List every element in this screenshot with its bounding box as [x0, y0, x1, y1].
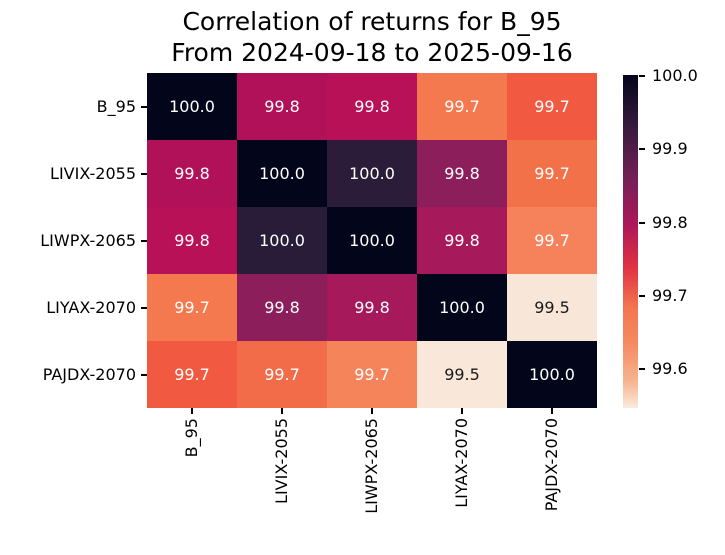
- heatmap-cell: 99.8: [417, 140, 507, 207]
- heatmap-cell: 99.7: [417, 73, 507, 140]
- heatmap-cell: 99.7: [147, 341, 237, 408]
- x-axis-label: PAJDX-2070: [542, 418, 561, 512]
- heatmap-cell: 100.0: [237, 207, 327, 274]
- x-axis-label: B_95: [182, 418, 201, 458]
- heatmap-cell: 100.0: [417, 274, 507, 341]
- y-axis-label: LIYAX-2070: [46, 297, 136, 317]
- y-axis-label: LIVIX-2055: [50, 163, 136, 183]
- colorbar-tick-mark: [639, 368, 645, 370]
- heatmap-cell: 99.7: [507, 73, 597, 140]
- colorbar-tick-mark: [639, 294, 645, 297]
- heatmap-cell: 99.7: [507, 207, 597, 274]
- colorbar-tick-mark: [639, 148, 645, 151]
- colorbar: [623, 75, 638, 408]
- x-axis-label: LIWPX-2065: [362, 418, 381, 514]
- x-tick-mark: [191, 408, 193, 414]
- colorbar-tick-label: 100.0: [652, 66, 698, 85]
- x-tick-mark: [461, 408, 463, 414]
- x-tick-mark: [371, 408, 373, 414]
- colorbar-tick-label: 99.9: [652, 139, 688, 159]
- heatmap-cell: 99.8: [327, 73, 417, 140]
- heatmap-grid: 100.0 99.8 99.8 99.7 99.7 99.8 100.0 100.0 99.8 9…: [147, 73, 597, 408]
- colorbar-tick-mark: [639, 75, 645, 77]
- chart-title-line1: Correlation of returns for B_95: [182, 7, 562, 36]
- heatmap-cell: 100.0: [327, 207, 417, 274]
- y-axis-label: PAJDX-2070: [42, 364, 136, 384]
- heatmap-cell: 99.5: [507, 274, 597, 341]
- x-axis-label: LIVIX-2055: [272, 418, 291, 504]
- colorbar-tick-label: 99.7: [652, 285, 688, 305]
- y-tick-mark: [141, 239, 147, 242]
- heatmap-cell: 100.0: [327, 140, 417, 207]
- heatmap-cell: 99.8: [147, 140, 237, 207]
- heatmap-cell: 100.0: [237, 140, 327, 207]
- chart-title-line2: From 2024-09-18 to 2025-09-16: [171, 38, 573, 67]
- heatmap-cell: 100.0: [147, 73, 237, 140]
- colorbar-tick-mark: [639, 221, 645, 224]
- heatmap-cell: 99.7: [237, 341, 327, 408]
- y-axis-label: B_95: [96, 96, 136, 116]
- heatmap-cell: 99.8: [327, 274, 417, 341]
- heatmap-cell: 99.8: [237, 73, 327, 140]
- heatmap-cell: 100.0: [507, 341, 597, 408]
- heatmap-cell: 99.8: [417, 207, 507, 274]
- y-axis-label: LIWPX-2065: [40, 230, 136, 250]
- x-tick-mark: [551, 408, 553, 414]
- heatmap-cell: 99.8: [147, 207, 237, 274]
- colorbar-tick-label: 99.6: [652, 359, 688, 378]
- heatmap-cell: 99.7: [327, 341, 417, 408]
- x-axis-label: LIYAX-2070: [452, 418, 471, 508]
- x-tick-mark: [281, 408, 283, 414]
- y-tick-mark: [141, 172, 147, 175]
- y-tick-mark: [141, 306, 147, 309]
- heatmap-cell: 99.7: [147, 274, 237, 341]
- heatmap-cell: 99.5: [417, 341, 507, 408]
- chart-title: Correlation of returns for B_95 From 202…: [117, 6, 627, 68]
- heatmap-cell: 99.8: [237, 274, 327, 341]
- heatmap-cell: 99.7: [507, 140, 597, 207]
- y-tick-mark: [141, 105, 147, 108]
- colorbar-tick-label: 99.8: [652, 212, 688, 232]
- y-tick-mark: [141, 373, 147, 376]
